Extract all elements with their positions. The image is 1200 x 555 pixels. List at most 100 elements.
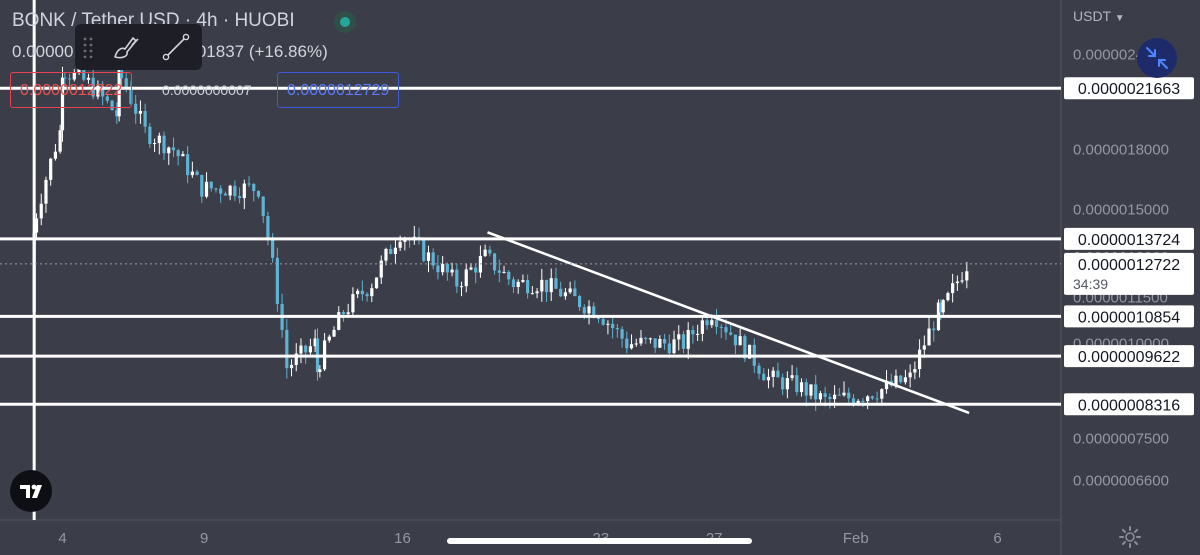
candle-body — [49, 158, 53, 180]
candle-body — [785, 378, 789, 390]
candle-body — [318, 369, 322, 373]
candle-body — [455, 269, 459, 287]
candle-body — [351, 294, 355, 313]
gear-icon[interactable] — [1118, 525, 1142, 549]
brush-icon[interactable] — [109, 30, 143, 64]
candle-body — [157, 135, 161, 144]
candle-body — [521, 280, 525, 282]
candle-body — [880, 389, 884, 399]
candle-body — [847, 392, 851, 399]
candle-body — [181, 154, 185, 157]
candle-body — [337, 312, 341, 330]
candle-body — [795, 375, 799, 393]
currency-selector[interactable]: USDT ▼ — [1073, 8, 1125, 24]
candle-body — [729, 332, 733, 335]
plot-area[interactable] — [0, 0, 1060, 520]
candle-body — [242, 183, 246, 199]
candle-body — [223, 193, 228, 196]
buy-price-button[interactable]: 0.0000012729 — [277, 72, 400, 108]
candle-body — [63, 77, 67, 79]
level-label-box — [1064, 393, 1194, 416]
candle-body — [426, 252, 431, 261]
candle-body — [563, 292, 568, 297]
candle-body — [927, 328, 931, 346]
candle-body — [832, 394, 837, 400]
candle-body — [568, 288, 572, 293]
grip-icon[interactable] — [83, 36, 93, 58]
current-price-box — [1064, 252, 1194, 295]
candle-body — [294, 353, 298, 365]
candle-body — [606, 323, 610, 325]
candle-body — [559, 288, 563, 297]
candle-body — [861, 400, 865, 402]
candle-body — [747, 344, 752, 359]
collapse-button[interactable] — [1137, 38, 1177, 78]
candle-body — [152, 143, 157, 145]
candle-body — [814, 384, 818, 400]
tradingview-logo-icon — [20, 484, 42, 498]
time-scrollbar[interactable] — [447, 538, 752, 544]
candle-body — [214, 188, 218, 190]
current-price-group: 0.0000012722 34:39 — [0, 252, 1194, 295]
candle-body — [445, 264, 449, 273]
candle-body — [530, 293, 534, 295]
candle-body — [266, 216, 270, 240]
candle-body — [587, 306, 591, 314]
candle-body — [870, 396, 874, 399]
candle-body — [544, 279, 549, 293]
candle-body — [313, 338, 317, 347]
level-labels-group: 0.0000021663 0.0000013724 0.0000010854 0.00… — [1064, 77, 1194, 416]
candle-body — [497, 270, 501, 273]
candle-body — [809, 384, 813, 396]
current-price-label: 0.0000012722 — [1078, 257, 1180, 274]
candle-body — [403, 239, 407, 242]
candle-body — [275, 257, 279, 304]
candle-body — [899, 375, 903, 383]
candle-body — [710, 320, 714, 326]
line-icon[interactable] — [159, 30, 193, 64]
candle-body — [960, 280, 964, 282]
level-label-text: 0.0000009622 — [1078, 349, 1180, 366]
tradingview-logo[interactable] — [10, 470, 52, 512]
overlays-group — [32, 0, 970, 520]
candle-body — [946, 293, 950, 301]
candle-body — [507, 271, 511, 280]
candle-body — [389, 248, 393, 254]
price-tick-label: 0.0000018000 — [1073, 141, 1169, 158]
candle-body — [738, 336, 742, 346]
candle-body — [431, 252, 435, 266]
candle-body — [818, 393, 823, 400]
candle-body — [341, 312, 346, 315]
candle-body — [766, 376, 771, 381]
candle-body — [639, 337, 643, 344]
candle-body — [677, 334, 681, 340]
candle-body — [289, 364, 294, 369]
sell-price-button[interactable]: 0.0000012722 — [10, 72, 133, 108]
candle-body — [951, 283, 955, 294]
candle-body — [917, 349, 922, 370]
candle-body — [856, 400, 860, 405]
level-label-text: 0.0000013724 — [1078, 232, 1180, 249]
candle-body — [58, 130, 62, 152]
candle-body — [44, 179, 48, 204]
candle-body — [705, 320, 709, 326]
candle-body — [502, 271, 506, 273]
candle-body — [762, 373, 766, 381]
candle-body — [866, 396, 870, 402]
candle-body — [714, 320, 719, 327]
candle-body — [620, 329, 624, 339]
candle-body — [644, 337, 648, 339]
candle-body — [332, 329, 336, 337]
candle-body — [884, 380, 889, 390]
market-status-dot — [334, 11, 356, 33]
candle-body — [724, 327, 728, 333]
candle-body — [252, 183, 256, 192]
candle-body — [398, 241, 402, 248]
candle-body — [237, 196, 242, 199]
candle-body — [625, 338, 629, 349]
candle-body — [672, 339, 676, 354]
candle-body — [256, 191, 261, 197]
time-tick-label: 4 — [58, 530, 66, 547]
level-label-box — [1064, 227, 1194, 250]
